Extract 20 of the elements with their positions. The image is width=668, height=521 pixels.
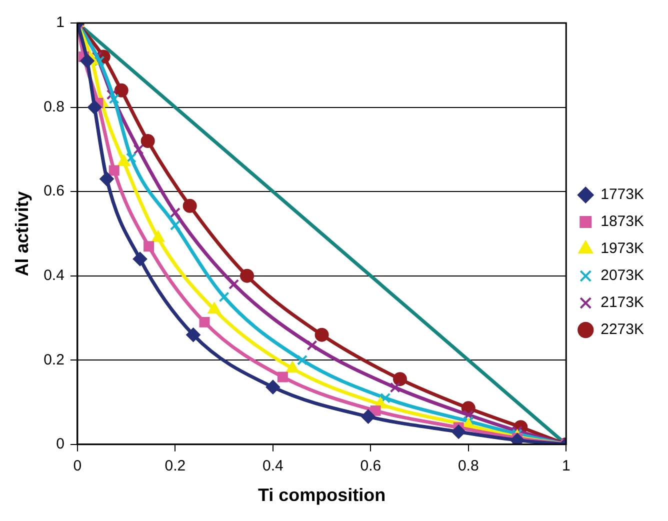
x-tick-label: 0.2 [164,458,186,475]
y-tick-label: 0.4 [44,266,64,284]
legend-label: 2173K [600,294,644,312]
y-tick-label: 0.8 [44,98,64,116]
legend-label: 2073K [600,267,644,284]
x-tick-label: 0 [73,458,82,475]
x-tick-label: 0.6 [360,458,382,475]
x-axis-title: Ti composition [258,485,386,506]
legend-label: 1773K [600,186,644,204]
x-tick-label: 0.4 [262,458,284,475]
y-axis-title: Al activity [12,191,32,276]
y-tick-label: 0 [56,436,64,453]
x-tick-label: 1 [562,458,570,475]
legend-label: 1873K [600,213,644,230]
y-tick-label: 0.6 [44,182,64,200]
y-tick-label: 1 [56,14,64,32]
y-tick-label: 0.2 [44,351,64,368]
x-tick-label: 0.8 [458,458,479,475]
legend-label: 1973K [600,240,644,258]
legend-label: 2273K [600,321,644,338]
